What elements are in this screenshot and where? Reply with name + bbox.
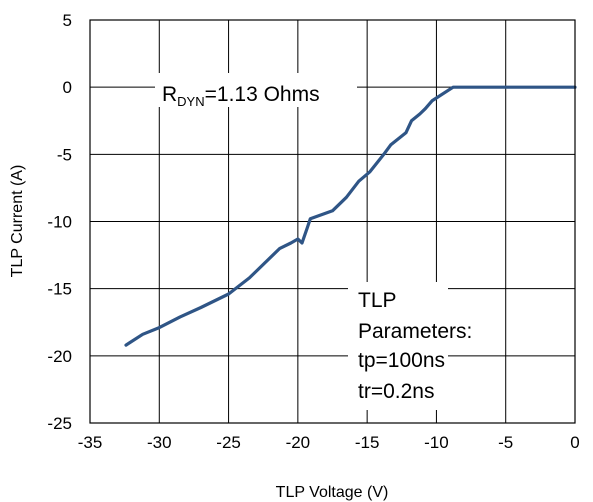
params-line-3: tp=100ns [358,349,445,372]
params-line-1: TLP [358,289,397,312]
y-tick-label: -10 [47,213,72,232]
rdyn-annotation: RDYN=1.13 Ohms [162,83,320,109]
y-tick-label: 5 [63,11,72,30]
rdyn-label-background [155,73,357,107]
x-tick-label: -5 [498,433,513,452]
x-tick-label: -15 [355,433,380,452]
y-tick-label: 0 [63,78,72,97]
tick-labels: -35 -30 -25 -20 -15 -10 -5 0 5 0 -5 -10 -15 -20 -25 [47,11,579,452]
params-line-2: Parameters: [358,320,472,343]
plot-frame [89,19,576,424]
y-tick-label: -5 [57,145,72,164]
x-tick-label: -10 [424,433,449,452]
params-line-4: tr=0.2ns [358,380,434,403]
y-tick-label: -20 [47,347,72,366]
params-label-background [348,282,448,410]
x-tick-label: -35 [78,433,103,452]
x-tick-label: -30 [147,433,172,452]
x-tick-label: 0 [570,433,579,452]
series-line [124,85,577,347]
x-axis-title: TLP Voltage (V) [276,484,389,501]
y-tick-label: -25 [47,414,72,433]
x-tick-label: -20 [286,433,311,452]
y-tick-label: -15 [47,280,72,299]
y-axis-title: TLP Current (A) [9,165,26,278]
x-tick-label: -25 [216,433,241,452]
series-layer [124,85,577,347]
